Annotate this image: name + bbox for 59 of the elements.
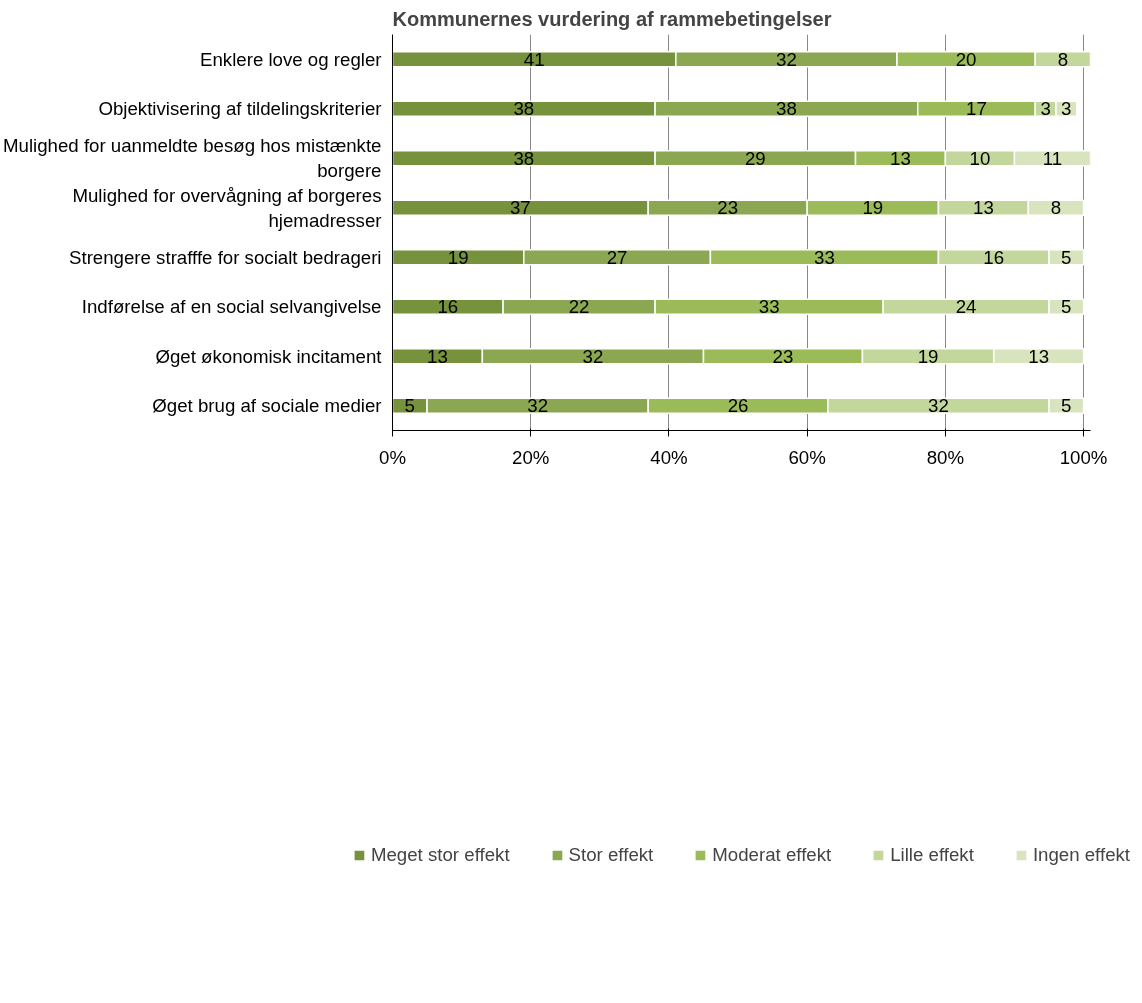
data-label: 16 bbox=[437, 296, 459, 318]
data-label: 32 bbox=[582, 345, 604, 367]
y-tick-label: Strengere strafffe for socialt bedrageri bbox=[69, 246, 382, 268]
legend-label: Lille effekt bbox=[890, 843, 974, 866]
x-tick-label: 60% bbox=[788, 446, 826, 468]
data-label: 17 bbox=[966, 98, 987, 120]
data-label: 19 bbox=[917, 345, 939, 367]
data-label: 24 bbox=[955, 296, 977, 318]
data-label: 32 bbox=[928, 395, 949, 417]
data-label: 38 bbox=[776, 98, 797, 120]
y-tick-label: Øget brug af sociale medier bbox=[152, 395, 382, 417]
data-label: 5 bbox=[1061, 296, 1072, 318]
data-label: 32 bbox=[776, 48, 797, 70]
data-label: 23 bbox=[772, 345, 794, 367]
data-label: 5 bbox=[1061, 246, 1072, 268]
chart-title: Kommunernes vurdering af rammebetingelser bbox=[392, 7, 832, 30]
y-tick-label: Objektivisering af tildelingskriterier bbox=[98, 98, 382, 120]
data-label: 33 bbox=[758, 296, 780, 318]
data-label: 5 bbox=[1061, 395, 1072, 417]
data-label: 5 bbox=[404, 395, 415, 417]
legend-label: Meget stor effekt bbox=[370, 843, 510, 866]
data-label: 19 bbox=[447, 246, 469, 268]
x-tick-label: 0% bbox=[379, 446, 406, 468]
data-label: 27 bbox=[606, 246, 628, 268]
data-label: 33 bbox=[814, 246, 835, 268]
data-label: 19 bbox=[862, 197, 884, 219]
x-tick-label: 80% bbox=[926, 446, 965, 468]
data-label: 38 bbox=[513, 98, 535, 120]
x-tick-label: 100% bbox=[1059, 446, 1108, 468]
data-label: 32 bbox=[527, 395, 549, 417]
legend-label: Stor effekt bbox=[568, 843, 654, 866]
data-label: 3 bbox=[1040, 98, 1051, 120]
data-label: 10 bbox=[969, 147, 991, 169]
data-label: 3 bbox=[1061, 98, 1072, 120]
x-tick-label: 20% bbox=[512, 446, 550, 468]
data-label: 11 bbox=[1042, 147, 1063, 169]
data-label: 16 bbox=[983, 246, 1005, 268]
x-tick-label: 40% bbox=[650, 446, 688, 468]
data-label: 8 bbox=[1050, 197, 1062, 219]
data-label: 41 bbox=[523, 48, 545, 70]
data-label: 13 bbox=[1028, 345, 1050, 367]
y-tick-label: Indførelse af en social selvangivelse bbox=[81, 296, 382, 318]
data-label: 20 bbox=[955, 48, 977, 70]
legend-label: Moderat effekt bbox=[712, 843, 832, 866]
data-label: 37 bbox=[509, 197, 531, 219]
data-label: 26 bbox=[727, 395, 749, 417]
data-label: 8 bbox=[1057, 48, 1069, 70]
data-label: 29 bbox=[744, 147, 766, 169]
data-label: 23 bbox=[717, 197, 739, 219]
data-label: 13 bbox=[973, 197, 994, 219]
legend-label: Ingen effekt bbox=[1032, 843, 1131, 866]
data-label: 13 bbox=[427, 345, 448, 367]
y-tick-label: Enklere love og regler bbox=[200, 48, 382, 70]
y-tick-label: Mulighed for overvågning af borgeres hjemadresser bbox=[72, 184, 382, 231]
data-label: 38 bbox=[513, 147, 535, 169]
data-label: 13 bbox=[890, 147, 911, 169]
y-tick-label: Øget økonomisk incitament bbox=[155, 345, 383, 367]
y-tick-label: Mulighed for uanmeldte besøg hos mistænkte borgere bbox=[3, 135, 382, 182]
data-label: 22 bbox=[568, 296, 590, 318]
